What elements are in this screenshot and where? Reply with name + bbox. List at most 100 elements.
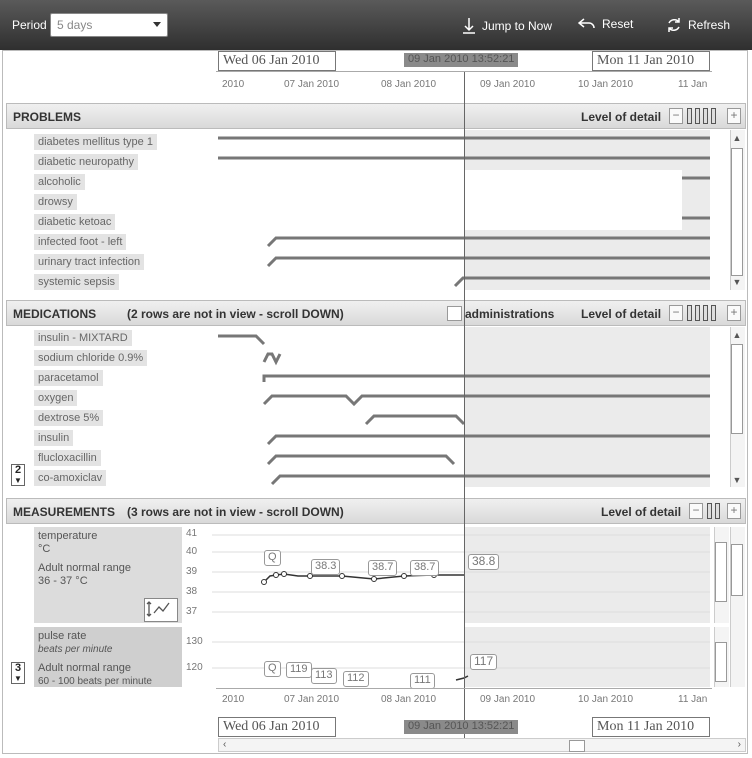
scroll-down-arrow[interactable]: ▼ <box>732 475 742 485</box>
tick-label: 10 Jan 2010 <box>578 694 634 705</box>
hidden-rows-badge[interactable]: 2 ▼ <box>11 464 25 486</box>
measurements-scroll-hint: (3 rows are not in view - scroll DOWN) <box>127 505 344 519</box>
problem-row-label[interactable]: diabetic neuropathy <box>34 154 139 170</box>
timeline-start-label: Wed 06 Jan 2010 <box>218 717 336 737</box>
medication-row-label[interactable]: oxygen <box>34 390 78 406</box>
temperature-axis-label: 39 <box>186 566 198 577</box>
refresh-button[interactable]: Refresh <box>666 17 730 33</box>
tick-label: 08 Jan 2010 <box>381 694 437 705</box>
increase-detail-button[interactable]: + <box>727 503 741 519</box>
chevron-down-icon <box>153 22 161 27</box>
reset-icon <box>578 18 595 29</box>
future-shading <box>464 527 710 623</box>
detail-level-bar[interactable] <box>711 305 716 321</box>
problem-row-label[interactable]: diabetic ketoac <box>34 214 116 230</box>
problem-row-label[interactable]: urinary tract infection <box>34 254 145 270</box>
problem-row-label[interactable]: systemic sepsis <box>34 274 120 290</box>
decrease-detail-button[interactable]: − <box>669 305 683 321</box>
detail-level-bar[interactable] <box>687 305 692 321</box>
tick-label: 10 Jan 2010 <box>578 79 634 90</box>
hidden-rows-count: 3 <box>14 662 22 674</box>
level-of-detail-label: Level of detail <box>581 110 662 124</box>
decrease-detail-button[interactable]: − <box>689 503 703 519</box>
medications-scroll-thumb[interactable] <box>731 344 743 434</box>
refresh-label: Refresh <box>688 18 731 32</box>
medications-title: MEDICATIONS <box>13 307 97 321</box>
problem-row-label[interactable]: diabetes mellitus type 1 <box>34 134 157 150</box>
problem-row-label[interactable]: drowsy <box>34 194 77 210</box>
data-label: 38.8 <box>468 554 500 570</box>
medication-row-label[interactable]: co-amoxiclav <box>34 470 107 486</box>
download-icon <box>463 18 475 34</box>
tick-label: 07 Jan 2010 <box>284 79 340 90</box>
temperature-axis-label: 40 <box>186 546 198 557</box>
scroll-down-arrow[interactable]: ▼ <box>732 277 742 287</box>
tick-label: 09 Jan 2010 <box>480 79 536 90</box>
detail-level-bar[interactable] <box>703 108 708 124</box>
chart-toggle-button[interactable] <box>144 598 178 622</box>
toolbar: Period 5 days Jump to Now Reset Refresh <box>0 0 752 50</box>
measurements-panel-header: MEASUREMENTS (3 rows are not in view - s… <box>6 498 746 524</box>
pulse-axis-label: 130 <box>186 636 203 647</box>
pulse-chart <box>212 641 710 681</box>
data-label: 111 <box>410 673 435 689</box>
pulse-scroll-thumb[interactable] <box>715 642 727 682</box>
administrations-label: administrations <box>465 307 555 321</box>
temperature-axis-label: 37 <box>186 606 198 617</box>
period-value: 5 days <box>57 18 93 32</box>
temperature-name: temperature <box>38 530 98 542</box>
data-label: 38.7 <box>368 560 398 576</box>
pulse-unit: beats per minute <box>38 644 113 655</box>
period-select[interactable]: 5 days <box>50 13 168 37</box>
timeline-center-label: 09 Jan 2010 13:52:21 <box>404 53 519 67</box>
administrations-checkbox[interactable] <box>447 306 462 321</box>
hidden-rows-count: 2 <box>14 464 22 476</box>
problems-scroll-thumb[interactable] <box>731 148 743 276</box>
main-frame <box>2 50 748 754</box>
level-of-detail-label: Level of detail <box>601 505 682 519</box>
current-time-line[interactable] <box>464 72 465 742</box>
increase-detail-button[interactable]: + <box>727 108 741 124</box>
data-label: 38.7 <box>410 560 440 576</box>
detail-level-bar[interactable] <box>711 108 716 124</box>
medication-row-label[interactable]: insulin - MIXTARD <box>34 330 132 346</box>
hidden-rows-badge[interactable]: 3 ▼ <box>11 662 25 684</box>
q-marker[interactable]: Q <box>264 550 281 566</box>
measurements-scroll-thumb[interactable] <box>731 544 743 596</box>
chart-toggle-icon <box>146 601 170 617</box>
detail-level-bar[interactable] <box>695 108 700 124</box>
detail-level-bar[interactable] <box>695 305 700 321</box>
medication-row-label[interactable]: dextrose 5% <box>34 410 104 426</box>
tick-label: 09 Jan 2010 <box>480 694 536 705</box>
scroll-up-arrow[interactable]: ▲ <box>732 133 742 143</box>
detail-level-bar[interactable] <box>687 108 692 124</box>
decrease-detail-button[interactable]: − <box>669 108 683 124</box>
medication-row-label[interactable]: sodium chloride 0.9% <box>34 350 148 366</box>
medication-row-label[interactable]: paracetamol <box>34 370 103 386</box>
detail-level-bar[interactable] <box>707 503 712 519</box>
medication-row-label[interactable]: insulin <box>34 430 74 446</box>
increase-detail-button[interactable]: + <box>727 305 741 321</box>
reset-button[interactable]: Reset <box>578 17 633 31</box>
data-label: 112 <box>343 671 369 687</box>
timeline-scroll-thumb[interactable] <box>569 740 585 752</box>
problem-row-label[interactable]: infected foot - left <box>34 234 127 250</box>
scroll-right-arrow[interactable]: › <box>737 739 741 750</box>
tick-label: 11 Jan <box>678 694 708 705</box>
temperature-scroll-thumb[interactable] <box>715 542 727 602</box>
detail-level-bar[interactable] <box>703 305 708 321</box>
pulse-axis-label: 120 <box>186 662 203 673</box>
tick-label: 2010 <box>222 79 245 90</box>
measurements-title: MEASUREMENTS <box>13 505 116 519</box>
jump-to-now-button[interactable]: Jump to Now <box>462 17 552 35</box>
scroll-left-arrow[interactable]: ‹ <box>223 739 227 750</box>
data-label: 119 <box>286 662 312 678</box>
timeline-scrollbar[interactable]: ‹ › <box>218 738 746 752</box>
tick-label: 08 Jan 2010 <box>381 79 437 90</box>
detail-level-bar[interactable] <box>715 503 720 519</box>
problem-row-label[interactable]: alcoholic <box>34 174 85 190</box>
q-marker[interactable]: Q <box>264 661 281 677</box>
scroll-up-arrow[interactable]: ▲ <box>732 330 742 340</box>
medication-row-label[interactable]: flucloxacillin <box>34 450 101 466</box>
future-shading <box>464 327 710 487</box>
